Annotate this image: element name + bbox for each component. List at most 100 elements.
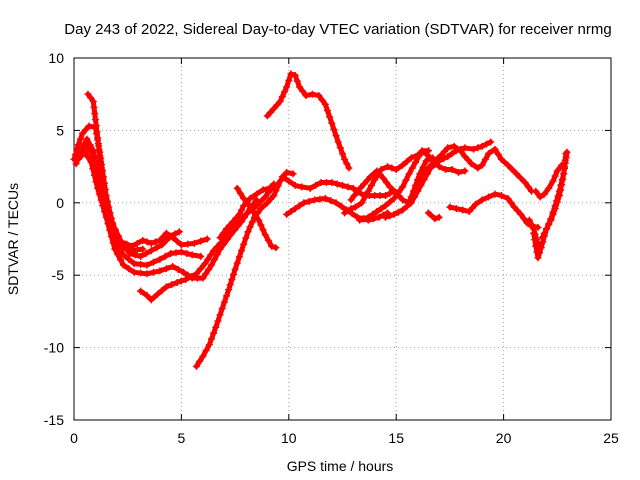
data-point: [524, 183, 532, 191]
data-point: [276, 97, 284, 105]
data-point: [444, 152, 452, 160]
data-point: [373, 207, 381, 215]
y-tick-label: -10: [44, 340, 64, 356]
data-point: [472, 200, 480, 208]
data-point: [101, 193, 109, 201]
data-point: [104, 205, 112, 213]
data-point: [508, 165, 516, 173]
data-point: [253, 190, 261, 198]
series-trace: [193, 169, 296, 369]
ticks: [73, 57, 612, 421]
series-arc-5: [84, 90, 147, 255]
data-point: [183, 249, 191, 257]
data-point: [446, 203, 454, 211]
series-arc-15: [356, 147, 432, 224]
data-point: [78, 152, 86, 160]
data-point: [125, 255, 133, 263]
data-point: [87, 94, 95, 102]
data-point: [555, 187, 563, 195]
data-point: [328, 119, 336, 127]
data-point: [321, 194, 329, 202]
data-point: [130, 260, 138, 268]
data-point: [244, 200, 252, 208]
data-point: [334, 138, 342, 146]
data-point: [441, 147, 449, 155]
data-point: [216, 311, 224, 319]
data-point: [300, 199, 308, 207]
data-point: [553, 167, 561, 175]
data-point: [89, 97, 97, 105]
data-point: [283, 168, 291, 176]
data-point: [424, 209, 432, 217]
y-tick-label: 5: [56, 122, 64, 138]
data-point: [305, 197, 313, 205]
data-point: [111, 245, 119, 253]
data-point: [285, 76, 293, 84]
data-point: [190, 239, 198, 247]
data-point: [99, 176, 107, 184]
data-point: [224, 231, 232, 239]
data-point: [278, 173, 286, 181]
data-point: [161, 252, 169, 260]
data-point: [154, 290, 162, 298]
data-point: [223, 292, 231, 300]
data-point: [201, 260, 209, 268]
series-trace: [71, 123, 210, 249]
data-point: [212, 323, 220, 331]
data-point: [485, 150, 493, 158]
data-point: [530, 225, 538, 233]
data-point: [220, 298, 228, 306]
data-point: [252, 211, 260, 219]
data-point: [326, 113, 334, 121]
data-point: [468, 204, 476, 212]
x-axis-label: GPS time / hours: [287, 458, 394, 474]
data-point: [412, 158, 420, 166]
data-point: [94, 184, 102, 192]
data-point: [318, 96, 326, 104]
data-point: [461, 167, 469, 175]
data-point: [336, 144, 344, 152]
data-point: [361, 193, 369, 201]
data-point: [130, 268, 138, 276]
data-point: [167, 232, 175, 240]
data-point: [98, 170, 106, 178]
data-point: [311, 196, 319, 204]
data-point: [270, 105, 278, 113]
y-tick-label: -15: [44, 412, 64, 428]
data-point: [226, 281, 234, 289]
series-arc-18: [424, 209, 443, 223]
data-point: [538, 234, 546, 242]
data-point: [491, 190, 499, 198]
data-point: [242, 234, 250, 242]
data-point: [147, 239, 155, 247]
data-point: [437, 151, 445, 159]
data-point: [235, 210, 243, 218]
y-tick-label: 10: [48, 50, 64, 66]
data-point: [299, 87, 307, 95]
data-point: [551, 172, 559, 180]
data-point: [263, 199, 271, 207]
data-point: [345, 164, 353, 172]
grid: [74, 58, 611, 420]
data-point: [428, 160, 436, 168]
data-point: [332, 199, 340, 207]
data-point: [512, 170, 520, 178]
data-point: [240, 194, 248, 202]
data-point: [435, 213, 443, 221]
y-tick-labels: -15 -10 -5 0 5 10: [44, 50, 64, 428]
data-point: [133, 246, 141, 254]
x-tick-label: 20: [496, 430, 512, 446]
data-point: [83, 141, 91, 149]
data-point: [257, 221, 265, 229]
data-point: [74, 155, 82, 163]
data-point: [253, 202, 261, 210]
data-point: [89, 165, 97, 173]
data-point: [272, 187, 280, 195]
data-point: [137, 252, 145, 260]
data-point: [510, 203, 518, 211]
data-point: [485, 193, 493, 201]
data-point: [386, 198, 394, 206]
data-point: [533, 235, 541, 243]
data-point: [94, 134, 102, 142]
data-point: [142, 249, 150, 257]
